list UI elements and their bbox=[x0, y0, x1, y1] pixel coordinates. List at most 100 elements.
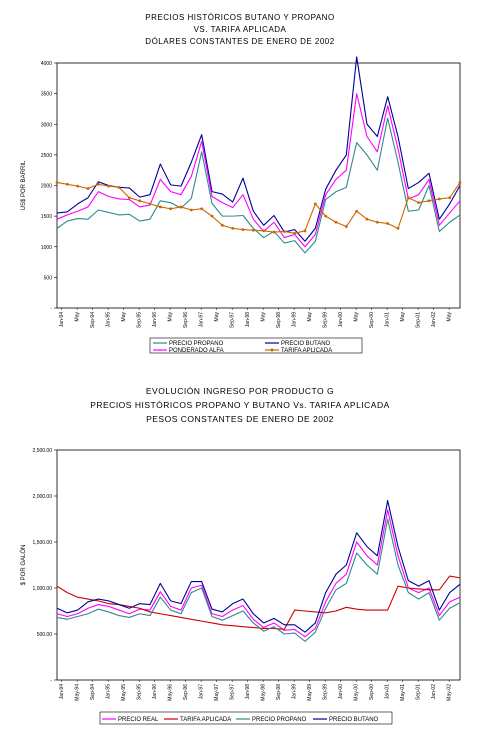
chart1-series-precio-propano bbox=[56, 117, 461, 254]
chart1-xtick-label: Sep-01 bbox=[416, 312, 422, 328]
chart1-tarifa-marker bbox=[65, 182, 69, 186]
chart2-xtick-label: May-95 bbox=[121, 684, 127, 701]
chart1-ytick-label: 2500 bbox=[41, 153, 52, 159]
chart2-legend-label: PRECIO REAL bbox=[118, 717, 159, 723]
chart2-legend-label: TARIFA APLICADA bbox=[180, 717, 231, 723]
chart1-xtick-label: Jan-97 bbox=[199, 312, 205, 328]
chart2-xtick-label: Jan-97 bbox=[199, 684, 205, 700]
chart2-title-line-3: PESOS CONSTANTES DE ENERO DE 2002 bbox=[146, 414, 334, 424]
chart2-title-line-1: EVOLUCIÓN INGRESO POR PRODUCTO G bbox=[145, 386, 335, 396]
chart1-tarifa-marker bbox=[375, 220, 379, 224]
chart2-xtick-label: Sep-00 bbox=[369, 684, 375, 700]
chart2-title: EVOLUCIÓN INGRESO POR PRODUCTO G PRECIOS… bbox=[0, 384, 480, 426]
chart1-tarifa-marker bbox=[448, 196, 452, 200]
chart1-tarifa-marker bbox=[127, 196, 131, 200]
chart1-tarifa-marker bbox=[189, 208, 193, 212]
chart1-title-line-2: VS. TARIFA APLICADA bbox=[193, 25, 287, 34]
chart1-xtick-label: Jan-95 bbox=[106, 312, 112, 328]
chart1-xtick-label: Sep-94 bbox=[90, 312, 96, 328]
chart1-xtick-label: Jan-98 bbox=[245, 312, 251, 328]
chart1-tarifa-marker bbox=[117, 185, 121, 189]
chart1-tarifa-marker bbox=[282, 230, 286, 233]
chart1-tarifa-marker bbox=[293, 231, 297, 235]
chart2-xtick-label: Sep-97 bbox=[230, 684, 236, 700]
chart1-title: PRECIOS HISTÓRICOS BUTANO Y PROPANO VS. … bbox=[0, 12, 480, 48]
chart1-tarifa-marker bbox=[427, 199, 431, 203]
chart1-tarifa-marker bbox=[458, 181, 462, 184]
chart1-title-line-3: DÓLARES CONSTANTES DE ENERO DE 2002 bbox=[145, 37, 335, 46]
chart2-xtick-label: May-96 bbox=[168, 684, 174, 701]
chart2-legend bbox=[99, 711, 393, 725]
chart1-xtick-label: May bbox=[447, 312, 453, 322]
chart1-xtick-label: Jan-01 bbox=[385, 312, 391, 328]
chart1-tarifa-marker bbox=[344, 225, 348, 228]
chart1-ytick-label: 1500 bbox=[41, 214, 52, 220]
chart1-ytick-label: 3500 bbox=[41, 92, 52, 98]
chart1-xtick-label: Jan-00 bbox=[338, 312, 344, 328]
chart1-tarifa-marker bbox=[313, 202, 317, 206]
chart2-ytick-label: 500.00 bbox=[37, 632, 53, 638]
chart2-ytick-label: - bbox=[50, 678, 52, 684]
chart1-xtick-label: May bbox=[307, 312, 313, 322]
chart1-tarifa-marker bbox=[251, 228, 255, 232]
chart1-tarifa-marker bbox=[179, 205, 183, 209]
chart1-tarifa-marker bbox=[55, 181, 59, 184]
chart1-xtick-label: Sep-00 bbox=[369, 312, 375, 328]
chart1-xtick-label: Sep-95 bbox=[137, 312, 143, 328]
chart1-xtick-label: Jan-96 bbox=[152, 312, 158, 328]
chart1-tarifa-marker bbox=[417, 201, 421, 205]
chart1-ytick-label: 1000 bbox=[41, 245, 52, 251]
chart2-xtick-label: Jan-99 bbox=[292, 684, 298, 700]
chart1-tarifa-marker bbox=[96, 182, 100, 186]
chart2-xtick-label: Jan-96 bbox=[152, 684, 158, 700]
chart1-svg: - 500 1000 1500 2000 2500 3000 3500 4000 US$ POR … bbox=[21, 56, 462, 354]
chart1-ytick-label: 4000 bbox=[41, 61, 52, 67]
chart1-tarifa-marker bbox=[437, 197, 441, 201]
chart1-xtick-label: May bbox=[261, 312, 267, 322]
chart1-xtick-label: May bbox=[168, 312, 174, 322]
chart1-legend bbox=[149, 337, 363, 354]
chart1-tarifa-marker bbox=[272, 230, 276, 234]
chart1-tarifa-marker bbox=[200, 207, 204, 211]
chart1-tarifa-marker bbox=[148, 202, 152, 206]
chart1-ytick-label: 500 bbox=[44, 275, 53, 281]
chart2-series-tarifa-aplicada bbox=[56, 575, 461, 630]
chart1-tarifa-marker bbox=[334, 220, 338, 224]
chart2-xtick-label: Jan-98 bbox=[245, 684, 251, 700]
chart1-xtick-label: May bbox=[121, 312, 127, 322]
chart2-ytick-label: 2,000.00 bbox=[33, 494, 53, 500]
chart1-xtick-label: Sep-98 bbox=[276, 312, 282, 328]
chart1-ylabel: US$ POR BARRIL bbox=[21, 160, 27, 210]
chart1-legend-label: PRECIO BUTANO bbox=[281, 341, 331, 347]
chart1-title-line-1: PRECIOS HISTÓRICOS BUTANO Y PROPANO bbox=[145, 13, 335, 22]
chart1-tarifa-marker bbox=[396, 226, 400, 230]
chart1-tarifa-marker bbox=[406, 196, 410, 200]
chart2-xtick-label: Jan-95 bbox=[106, 684, 112, 700]
chart2-xtick-label: Sep-95 bbox=[137, 684, 143, 700]
chart1-xtick-label: Jan-99 bbox=[292, 312, 298, 328]
chart2-xtick-label: May-99 bbox=[307, 684, 313, 701]
chart1-series-tarifa-aplicada bbox=[56, 181, 461, 234]
chart1-xtick-label: May bbox=[354, 312, 360, 322]
chart1-xtick-label: May bbox=[400, 312, 406, 322]
chart2-xtick-label: May-01 bbox=[400, 684, 406, 701]
chart1-tarifa-marker bbox=[158, 205, 162, 209]
chart2-xtick-label: Sep-01 bbox=[416, 684, 422, 700]
chart1-legend-marker bbox=[270, 348, 274, 352]
chart2-xtick-label: Jan-01 bbox=[385, 684, 391, 700]
chart1-tarifa-marker bbox=[86, 187, 90, 190]
chart1-tarifa-marker bbox=[220, 223, 224, 227]
chart1-legend-label: PRECIO PROPANO bbox=[169, 341, 224, 347]
chart2-series-precio-butano bbox=[56, 500, 461, 633]
chart1-series-precio-butano bbox=[56, 56, 461, 242]
chart2-xtick-label: May-02 bbox=[447, 684, 453, 701]
chart1-ytick-label: 2000 bbox=[41, 184, 52, 190]
chart2-title-line-2: PRECIOS HISTÓRICOS PROPANO Y BUTANO Vs. … bbox=[90, 400, 390, 410]
chart2-legend-label: PRECIO PROPANO bbox=[252, 717, 307, 723]
chart1-xtick-label: Sep-99 bbox=[323, 312, 329, 328]
chart1-tarifa-marker bbox=[210, 214, 214, 218]
chart1-tarifa-marker bbox=[365, 217, 369, 221]
chart2-xtick-label: May-97 bbox=[214, 684, 220, 701]
chart1-tarifa-marker bbox=[303, 229, 307, 233]
